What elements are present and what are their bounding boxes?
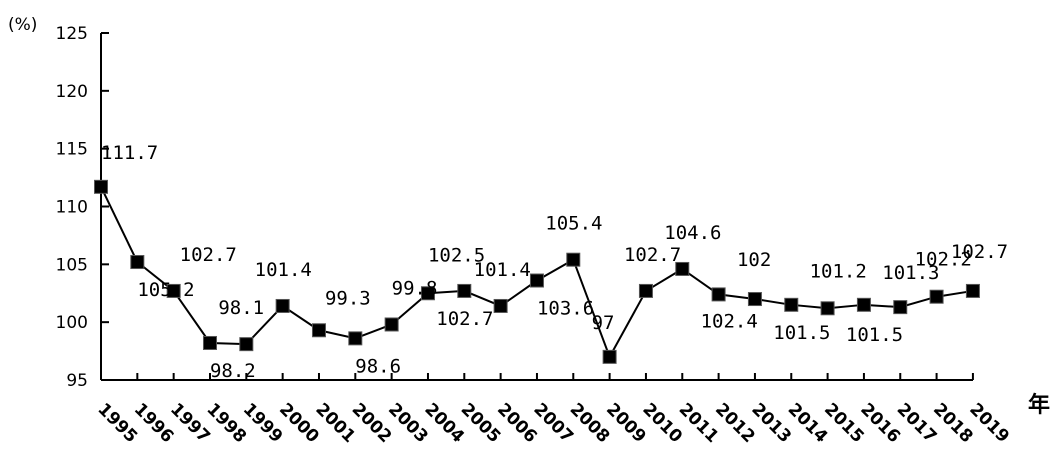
- x-tick-label: 1997: [166, 399, 214, 447]
- data-label: 102.2: [915, 249, 972, 271]
- data-point-marker: [893, 300, 908, 315]
- data-point-marker: [675, 261, 690, 276]
- x-tick-label: 2015: [820, 399, 868, 447]
- data-label: 98.6: [355, 355, 401, 377]
- data-label: 105.4: [545, 213, 602, 235]
- x-tick-label: 2010: [638, 399, 686, 447]
- x-tick-label: 2005: [457, 399, 505, 447]
- data-label: 102.7: [180, 244, 237, 266]
- data-point-marker: [747, 292, 762, 307]
- y-tick-label: 100: [56, 313, 88, 333]
- data-label: 101.5: [846, 324, 903, 346]
- x-tick-label: 2001: [311, 399, 359, 447]
- data-label: 101.4: [474, 259, 531, 281]
- data-label: 102.7: [624, 244, 681, 266]
- x-tick-label: 2018: [929, 399, 977, 447]
- x-tick-label: 2004: [420, 399, 468, 447]
- data-point-marker: [166, 283, 181, 298]
- data-point-marker: [239, 337, 254, 352]
- data-label: 104.6: [664, 222, 721, 244]
- data-point-marker: [566, 252, 581, 267]
- x-tick-label: 2009: [602, 399, 650, 447]
- data-point-marker: [457, 283, 472, 298]
- data-point-marker: [965, 283, 980, 298]
- x-tick-label: 1995: [93, 399, 141, 447]
- data-point-marker: [384, 317, 399, 332]
- y-tick-label: 115: [56, 140, 88, 160]
- x-tick-label: 2016: [856, 399, 904, 447]
- x-tick-label: 2003: [384, 399, 432, 447]
- x-tick-label: 2006: [493, 399, 541, 447]
- data-point-marker: [94, 179, 108, 194]
- y-tick-label: 125: [56, 24, 88, 44]
- data-point-marker: [711, 287, 726, 302]
- data-point-marker: [493, 298, 508, 313]
- x-tick-label: 1996: [130, 399, 178, 447]
- data-label: 102.5: [428, 244, 485, 266]
- data-label: 102.4: [701, 310, 758, 332]
- data-label: 98.1: [218, 297, 264, 319]
- x-tick-label: 2013: [747, 399, 795, 447]
- x-tick-label: 2011: [675, 399, 723, 447]
- x-tick-label: 1999: [239, 399, 287, 447]
- data-point-marker: [784, 297, 799, 312]
- data-label: 102: [737, 249, 771, 271]
- data-point-marker: [275, 298, 290, 313]
- y-tick-label: 110: [56, 198, 88, 218]
- x-tick-label: 2019: [965, 399, 1013, 447]
- x-tick-label: 2012: [711, 399, 759, 447]
- data-point-marker: [420, 286, 435, 301]
- x-tick-label: 1998: [202, 399, 250, 447]
- x-tick-label: 2007: [529, 399, 577, 447]
- data-label: 103.6: [537, 298, 594, 320]
- data-point-marker: [638, 283, 653, 298]
- x-axis-unit-label: 年: [1028, 392, 1050, 418]
- data-point-marker: [130, 255, 145, 270]
- data-point-marker: [602, 349, 617, 364]
- x-tick-label: 2002: [348, 399, 396, 447]
- data-label: 101.3: [882, 262, 939, 284]
- x-tick-label: 2000: [275, 399, 323, 447]
- data-label: 101.5: [773, 322, 830, 344]
- data-label: 101.4: [255, 259, 312, 281]
- data-label: 111.7: [101, 142, 158, 164]
- data-label: 99.8: [392, 277, 438, 299]
- data-point-marker: [348, 331, 363, 346]
- data-label: 102.7: [951, 241, 1008, 263]
- data-label: 105.2: [137, 279, 194, 301]
- data-label: 97: [592, 312, 615, 334]
- data-point-marker: [529, 273, 544, 288]
- data-point-marker: [202, 335, 217, 350]
- y-tick-label: 105: [56, 255, 88, 275]
- x-tick-label: 2008: [566, 399, 614, 447]
- y-axis-unit-label: (%): [8, 15, 37, 35]
- y-tick-label: 120: [56, 82, 88, 102]
- x-tick-label: 2017: [893, 399, 941, 447]
- data-point-marker: [820, 301, 835, 316]
- y-tick-label: 95: [66, 371, 88, 391]
- data-point-marker: [311, 323, 326, 338]
- data-point-marker: [929, 289, 944, 304]
- data-label: 99.3: [325, 287, 371, 309]
- data-label: 102.7: [436, 308, 493, 330]
- data-label: 98.2: [210, 360, 256, 382]
- data-point-marker: [856, 297, 871, 312]
- data-label: 101.2: [810, 260, 867, 282]
- x-tick-label: 2014: [784, 399, 832, 447]
